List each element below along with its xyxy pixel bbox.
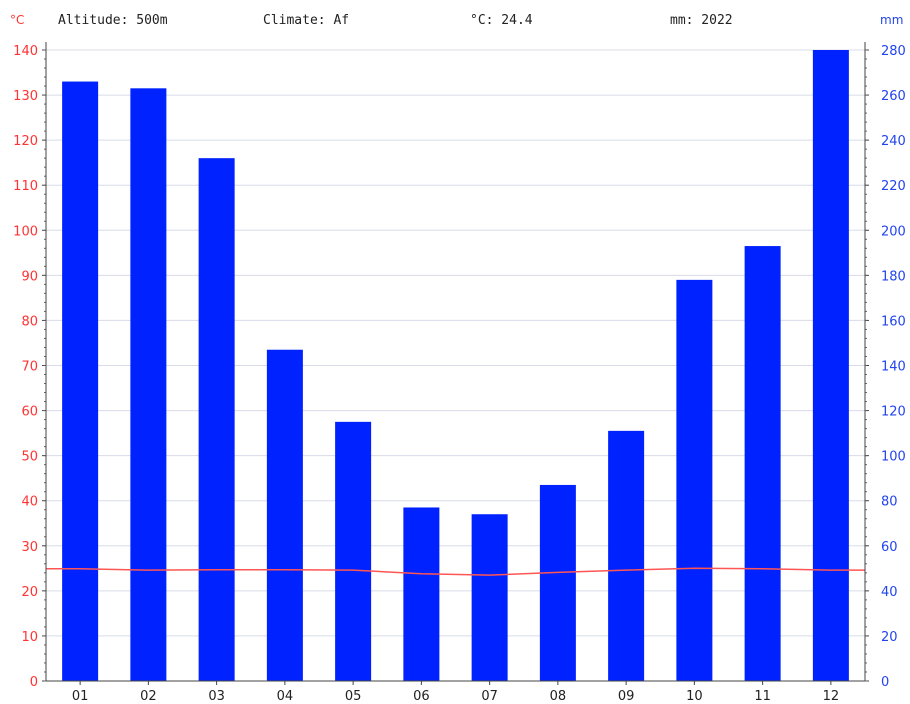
left-tick-label: 80 (21, 314, 38, 329)
left-axis-unit: °C (10, 13, 24, 27)
climate-label: Climate: Af (263, 13, 349, 28)
right-tick-label: 220 (881, 179, 906, 194)
left-tick-label: 140 (13, 44, 38, 59)
month-tick-label: 05 (345, 689, 362, 704)
right-tick-label: 40 (881, 585, 898, 600)
left-tick-label: 30 (21, 540, 38, 555)
month-tick-label: 06 (413, 689, 430, 704)
grid-lines (46, 49, 865, 682)
right-axis-ticks: 0 20 40 60 80 100 120 140 160 180 200 220 240 260 280 (881, 44, 906, 690)
left-axis-ticks: 0 10 20 30 40 50 60 70 80 90 100 110 120 130 140 (13, 44, 38, 690)
left-tick-label: 10 (21, 630, 38, 645)
chart-axes (42, 42, 869, 685)
temperature-series-line (46, 567, 865, 576)
total-precipitation-label: mm: 2022 (670, 13, 733, 28)
precipitation-bar (62, 81, 99, 682)
month-tick-label: 04 (277, 689, 294, 704)
month-tick-label: 10 (686, 689, 703, 704)
precipitation-bar (471, 514, 508, 681)
left-tick-label: 70 (21, 360, 38, 375)
precipitation-bar (676, 279, 713, 681)
month-tick-label: 08 (550, 689, 567, 704)
temperature-line (46, 567, 865, 576)
left-tick-label: 90 (21, 269, 38, 284)
month-tick-label: 03 (208, 689, 225, 704)
left-tick-label: 110 (13, 179, 38, 194)
precipitation-bar (744, 246, 781, 681)
right-tick-label: 240 (881, 134, 906, 149)
precipitation-bar (608, 430, 645, 681)
month-axis-ticks: 01 02 03 04 05 06 07 08 09 10 11 12 (72, 689, 839, 704)
month-tick-label: 02 (140, 689, 157, 704)
precipitation-bar (812, 50, 849, 681)
left-tick-label: 100 (13, 224, 38, 239)
right-tick-label: 260 (881, 89, 906, 104)
month-tick-label: 01 (72, 689, 89, 704)
right-tick-label: 280 (881, 44, 906, 59)
precipitation-bar (539, 484, 576, 681)
month-tick-label: 12 (823, 689, 840, 704)
right-tick-label: 120 (881, 405, 906, 420)
average-temperature-label: °C: 24.4 (470, 13, 533, 28)
precipitation-bar (266, 349, 303, 681)
left-tick-label: 130 (13, 89, 38, 104)
altitude-label: Altitude: 500m (58, 13, 168, 28)
precipitation-bars (62, 50, 849, 682)
month-tick-label: 09 (618, 689, 635, 704)
right-tick-label: 100 (881, 450, 906, 465)
left-tick-label: 0 (30, 675, 38, 690)
right-tick-label: 80 (881, 495, 898, 510)
right-tick-label: 60 (881, 540, 898, 555)
right-tick-label: 200 (881, 224, 906, 239)
precipitation-bar (130, 88, 167, 681)
left-tick-label: 40 (21, 495, 38, 510)
right-axis-unit: mm (880, 13, 903, 27)
precipitation-bar (198, 158, 235, 681)
right-tick-label: 180 (881, 269, 906, 284)
left-tick-label: 50 (21, 450, 38, 465)
left-tick-label: 20 (21, 585, 38, 600)
left-tick-label: 60 (21, 405, 38, 420)
precipitation-bar (403, 507, 440, 681)
chart-header: Altitude: 500m Climate: Af °C: 24.4 mm: … (58, 13, 733, 28)
right-tick-label: 140 (881, 360, 906, 375)
right-tick-label: 0 (881, 675, 889, 690)
precipitation-bar (335, 421, 372, 681)
left-tick-label: 120 (13, 134, 38, 149)
month-tick-label: 07 (481, 689, 498, 704)
right-tick-label: 160 (881, 314, 906, 329)
right-tick-label: 20 (881, 630, 898, 645)
month-tick-label: 11 (754, 689, 771, 704)
